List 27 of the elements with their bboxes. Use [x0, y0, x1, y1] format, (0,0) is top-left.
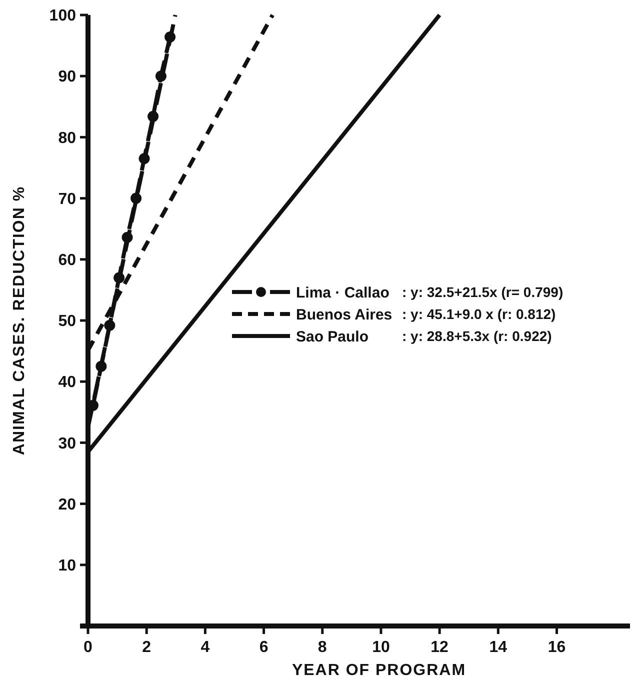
legend-label: Sao Paulo: [296, 328, 369, 346]
y-tick-label: 10: [58, 558, 76, 574]
annotation: : y: 28.8+5.3x (r: 0.922): [402, 328, 552, 344]
x-tick-label: 4: [200, 639, 210, 656]
y-tick-label: 100: [49, 8, 76, 25]
annotation: : y: 32.5+21.5x (r= 0.799): [402, 284, 564, 300]
legend-label: Lima · Callao: [296, 284, 390, 302]
x-tick-label: 16: [548, 639, 566, 656]
y-tick-label: 70: [58, 190, 76, 208]
y-tick-label: 80: [58, 130, 76, 147]
x-tick-label: 14: [489, 639, 508, 656]
x-axis-title: YEAR OF PROGRAM: [292, 662, 466, 679]
legend-label: Buenos Aires: [296, 306, 392, 324]
y-tick-label: 40: [58, 374, 76, 392]
y-axis-title: ANIMAL CASES. REDUCTION %: [11, 186, 28, 456]
y-tick-label: 20: [58, 496, 76, 514]
y-tick-label: 50: [58, 313, 76, 330]
x-tick-label: 6: [259, 639, 268, 656]
annotation: : y: 45.1+9.0 x (r: 0.812): [402, 306, 556, 322]
x-tick-label: 2: [142, 639, 152, 656]
y-tick-label: 30: [58, 435, 76, 452]
x-tick-label: 0: [84, 639, 93, 656]
x-tick-label: 12: [430, 639, 449, 656]
x-tick-label: 10: [372, 639, 390, 656]
y-tick-label: 90: [58, 68, 76, 86]
y-tick-label: 60: [58, 252, 76, 269]
x-tick-label: 8: [318, 639, 327, 656]
